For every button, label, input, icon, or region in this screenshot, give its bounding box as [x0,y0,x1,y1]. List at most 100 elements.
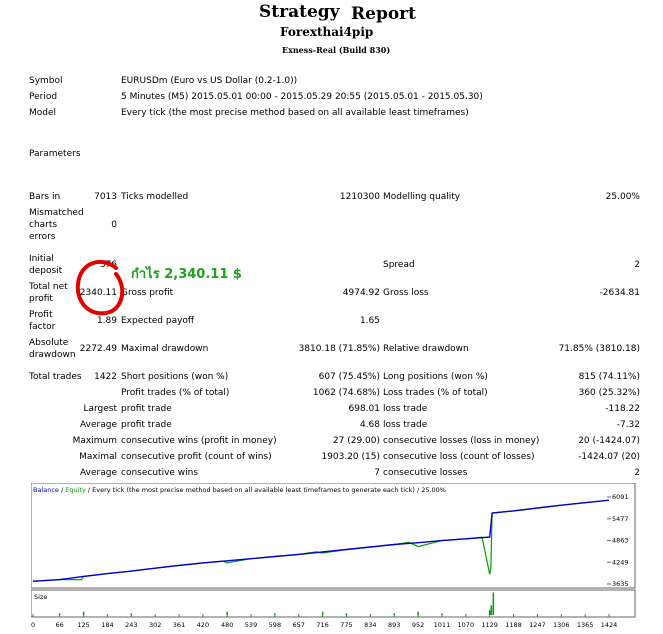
x-tick-label: 716 [316,621,328,629]
parameters-label: Parameters [29,149,81,159]
y-tick-label: 5477 [612,515,629,523]
size-bar [226,611,228,615]
model-value: Every tick (the most precise method base… [121,108,469,118]
long-label: Long positions (won %) [383,372,488,382]
size-bar [490,605,493,615]
avg-wins-label: consecutive wins [121,468,199,478]
pf-label-1: Profit [29,310,53,320]
server-build: Exness-Real (Build 830) [282,45,391,55]
reldd-value: 71.85% (3810.18) [558,344,640,354]
x-tick-label: 539 [245,621,257,629]
maximum-label: Maximum [72,436,117,446]
x-tick-label: 1129 [481,621,498,629]
largest-profit-value: 698.01 [348,404,381,414]
chart-legend: Balance / Equity / Every tick (the most … [33,486,446,494]
loss-trades-label: Loss trades (% of total) [383,388,488,398]
size-bar [488,610,491,615]
report-title-report: Report [351,4,416,24]
x-tick-label: 0 [31,621,35,629]
size-label: Size [34,593,47,601]
period-value: 5 Minutes (M5) 2015.05.01 00:00 - 2015.0… [121,92,483,102]
x-tick-label: 1070 [458,621,475,629]
legend-description: / Every tick (the most precise method ba… [86,486,446,494]
average-loss-label: loss trade [383,420,428,430]
x-tick-label: 66 [56,621,64,629]
gross-profit-value: 4974.92 [342,288,380,298]
legend-separator: / [59,486,65,494]
bars-label: Bars in [29,192,61,202]
x-tick-label: 1365 [577,621,594,629]
y-tick-label: 4249 [612,558,629,566]
deposit-label-1: Initial [29,254,54,264]
maxdd-value: 3810.18 (71.85%) [298,344,380,354]
x-tick-label: 420 [197,621,209,629]
spread-label: Spread [383,260,415,270]
average-profit-value: 4.68 [359,420,380,430]
netprofit-value: 2340.11 [79,288,117,298]
pf-label-2: factor [29,322,56,332]
period-label: Period [29,92,58,102]
x-tick-label: 657 [293,621,305,629]
maximal-profit-label: consecutive profit (count of wins) [121,452,272,462]
gross-loss-label: Gross loss [383,288,429,298]
max-wins-value: 27 (29.00) [332,436,380,446]
trades-label: Total trades [29,372,82,382]
report-title-strategy: Strategy [259,2,340,22]
x-tick-label: 1424 [601,621,618,629]
balance-equity-chart: Balance / Equity / Every tick (the most … [31,483,636,629]
largest-loss-value: -118.22 [605,404,640,414]
reldd-label: Relative drawdown [383,344,469,354]
size-plot-frame [31,589,636,618]
max-losses-label: consecutive losses (loss in money) [383,436,540,446]
x-tick-label: 361 [173,621,185,629]
largest-loss-label: loss trade [383,404,428,414]
bars-value: 7013 [94,192,117,202]
symbol-label: Symbol [29,76,63,86]
mismatch-label-3: errors [29,232,56,242]
average-consecutive-label: Average [80,468,117,478]
quality-value: 25.00% [605,192,640,202]
short-label: Short positions (won %) [121,372,229,382]
series-line-balance [32,499,610,582]
absdd-label-1: Absolute [29,338,69,348]
account-name: Forexthai4pip [280,25,374,39]
x-tick-label: 893 [388,621,400,629]
symbol-value: EURUSDm (Euro vs US Dollar (0.2-1.0)) [121,76,298,86]
maximal-loss-value: -1424.07 (20) [578,452,640,462]
x-tick-label: 1306 [553,621,570,629]
red-circle-annotation [75,259,125,316]
x-tick-label: 125 [77,621,89,629]
x-tick-label: 598 [269,621,281,629]
maximal-loss-label: consecutive loss (count of losses) [383,452,535,462]
y-tick-label: 3635 [612,580,629,588]
netprofit-label-1: Total net [29,282,68,292]
x-tick-label: 184 [101,621,113,629]
legend-balance: Balance [33,486,59,494]
deposit-label-2: deposit [29,266,63,276]
average-label: Average [80,420,117,430]
maximal-profit-value: 1903.20 (15) [321,452,380,462]
max-losses-value: 20 (-1424.07) [578,436,640,446]
x-tick-label: 775 [340,621,352,629]
average-loss-value: -7.32 [616,420,640,430]
absdd-label-2: drawdown [29,350,76,360]
maximal-label: Maximal [79,452,117,462]
mismatch-value: 0 [111,220,117,230]
size-bar [441,613,443,615]
short-value: 607 (75.45%) [318,372,380,382]
x-tick-label: 1011 [434,621,451,629]
max-wins-label: consecutive wins (profit in money) [121,436,277,446]
size-bar [321,611,324,615]
x-tick-label: 243 [125,621,137,629]
size-bar [58,613,61,615]
size-bar [417,611,419,615]
absdd-value: 2272.49 [79,344,117,354]
largest-profit-label: profit trade [121,404,172,414]
x-tick-label: 1188 [505,621,522,629]
x-tick-label: 302 [149,621,161,629]
payoff-value: 1.65 [359,316,380,326]
profit-annotation-text: กำไร 2,340.11 $ [131,267,242,282]
mismatch-label-1: Mismatched [29,208,84,218]
pf-value: 1.89 [96,316,117,326]
avg-losses-value: 2 [634,468,640,478]
